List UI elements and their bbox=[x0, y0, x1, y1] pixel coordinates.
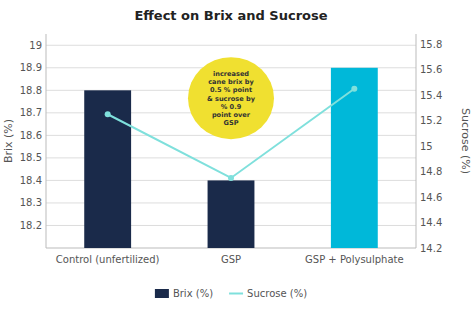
marks bbox=[84, 68, 378, 248]
y-tick-label: 18.9 bbox=[20, 62, 42, 73]
legend-swatch bbox=[229, 293, 243, 295]
bar bbox=[208, 180, 255, 248]
y-tick-label: 18.7 bbox=[20, 107, 42, 118]
y2-tick-label: 15.2 bbox=[420, 115, 442, 126]
bar bbox=[331, 68, 378, 248]
y-tick-label: 18.5 bbox=[20, 152, 42, 163]
legend-label: Brix (%) bbox=[173, 288, 213, 299]
y-tick-label: 19 bbox=[29, 40, 42, 51]
x-tick-label: Control (unfertilized) bbox=[56, 254, 160, 265]
legend-item: Sucrose (%) bbox=[229, 288, 307, 299]
annotation-text: increasedcane brix by0.5 % point& sucros… bbox=[207, 70, 256, 127]
legend-swatch bbox=[155, 289, 169, 298]
y2-tick-label: 15.6 bbox=[420, 64, 442, 75]
x-tick-label: GSP + Polysulphate bbox=[305, 254, 404, 265]
y-axis-line bbox=[46, 34, 47, 248]
chart: Effect on Brix and Sucrose 18.2 18.3 18.4 18… bbox=[0, 0, 474, 311]
marker bbox=[105, 111, 111, 117]
y2-tick-label: 14.8 bbox=[420, 166, 442, 177]
legend-item: Brix (%) bbox=[155, 288, 213, 299]
y2-tick-label: 14.6 bbox=[420, 192, 442, 203]
y2-tick-label: 14.2 bbox=[420, 243, 442, 254]
annotation: increasedcane brix by0.5 % point& sucros… bbox=[188, 57, 274, 139]
bar bbox=[84, 90, 131, 248]
legend-label: Sucrose (%) bbox=[247, 288, 307, 299]
annotation-bubble bbox=[188, 57, 274, 139]
marker bbox=[228, 175, 234, 181]
y-tick-label: 18.4 bbox=[20, 175, 42, 186]
legend: Brix (%) Sucrose (%) bbox=[155, 288, 307, 299]
y2-axis-label: Sucrose (%) bbox=[459, 108, 472, 174]
y-tick-label: 18.3 bbox=[20, 197, 42, 208]
y-axis-label: Brix (%) bbox=[2, 119, 15, 163]
y2-axis-line bbox=[416, 34, 417, 248]
y-tick-label: 18.6 bbox=[20, 130, 42, 141]
y2-tick-label: 15.8 bbox=[420, 39, 442, 50]
y-tick-label: 18.8 bbox=[20, 85, 42, 96]
x-tick-label: GSP bbox=[221, 254, 241, 265]
y2-tick-label: 15 bbox=[420, 141, 433, 152]
grid-line bbox=[46, 45, 416, 46]
marker bbox=[351, 86, 357, 92]
y2-tick-label: 15.4 bbox=[420, 90, 442, 101]
y-tick-label: 18.2 bbox=[20, 220, 42, 231]
y2-tick-label: 14.4 bbox=[420, 217, 442, 228]
title: Effect on Brix and Sucrose bbox=[134, 8, 327, 23]
